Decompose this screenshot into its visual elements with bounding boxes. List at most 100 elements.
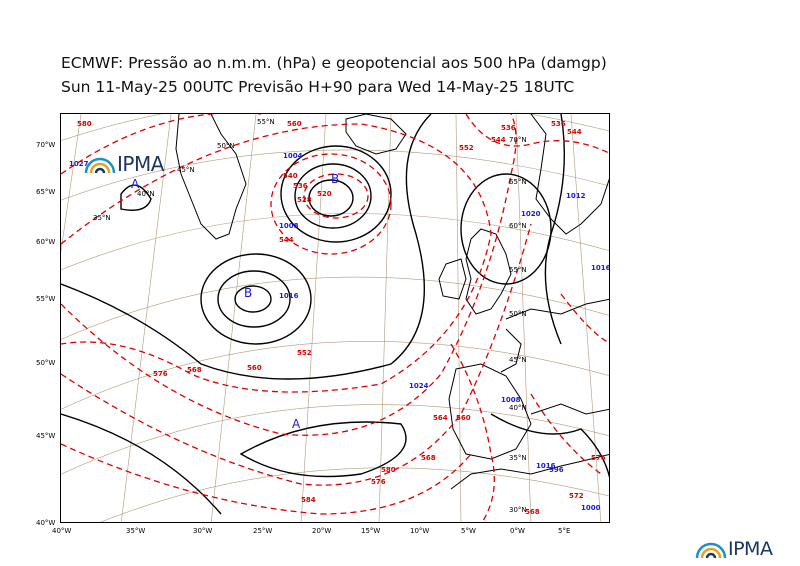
iceland-coast xyxy=(345,114,407,155)
graticule-parallel xyxy=(61,276,609,340)
graticule-meridian xyxy=(455,114,462,522)
geopotential-label: 536 xyxy=(293,182,308,190)
map-title-line-2: Sun 11-May-25 00UTC Previsão H+90 para W… xyxy=(61,78,575,96)
graticule-meridian xyxy=(570,114,602,522)
grid-label: 60°N xyxy=(509,222,527,230)
grid-label: 45°N xyxy=(509,356,527,364)
geopotential-label: 560 xyxy=(247,364,262,372)
geopotential-label: 536 xyxy=(501,124,516,132)
europe-coast xyxy=(505,298,609,320)
forecast-map xyxy=(61,114,609,522)
high-pressure-center: A xyxy=(131,177,140,191)
iberia-coast xyxy=(448,363,532,460)
ipma-logo-inset-text: IPMA xyxy=(117,152,164,176)
geopotential-contour xyxy=(61,443,472,515)
isobar-label: 996 xyxy=(549,466,564,474)
geopotential-label: 560 xyxy=(456,414,471,422)
geopotential-label: 544 xyxy=(279,236,294,244)
greenland-coast xyxy=(175,114,247,240)
graticule-parallel xyxy=(61,149,609,201)
edge-tick-label: 5°W xyxy=(461,527,476,535)
geopotential-label: 580 xyxy=(77,120,92,128)
map-panel: IPMA 55°N 50°N 45°N 40°N 35°N 70°N 65°N … xyxy=(60,113,610,523)
graticule-meridian xyxy=(120,114,172,522)
isobar-low-2 xyxy=(217,270,291,328)
coastlines xyxy=(175,114,609,490)
graticule-parallel xyxy=(61,404,609,475)
isobar-label: 1000 xyxy=(581,504,601,512)
geopotential-label: 552 xyxy=(459,144,474,152)
ipma-logo-mark xyxy=(84,157,116,174)
isobars xyxy=(61,114,609,515)
geopotential-label: 540 xyxy=(283,172,298,180)
isobar-low-2 xyxy=(200,253,312,345)
isobar-label: 1008 xyxy=(501,396,521,404)
edge-tick-label: 5°E xyxy=(558,527,571,535)
grid-label: 55°N xyxy=(257,118,275,126)
low-pressure-center: B xyxy=(331,172,340,186)
edge-tick-label: 0°W xyxy=(510,527,525,535)
isobar-line xyxy=(120,184,152,211)
geopotential-contour xyxy=(560,293,609,344)
grid-label: 65°N xyxy=(509,178,527,186)
edge-tick-label: 55°W xyxy=(36,295,56,303)
isobar-line xyxy=(490,413,609,478)
geopotential-contour xyxy=(450,343,495,522)
edge-tick-label: 35°W xyxy=(126,527,146,535)
geopotential-label: 544 xyxy=(491,136,506,144)
ipma-logo-footer: IPMA xyxy=(694,538,773,560)
graticule-meridian xyxy=(210,114,257,522)
ipma-logo-inset: IPMA xyxy=(83,152,164,176)
isobar-label: 1027 xyxy=(69,160,89,168)
geopotential-contour xyxy=(530,393,602,475)
geopotential-label: 576 xyxy=(153,370,168,378)
geopotential-label: 572 xyxy=(569,492,584,500)
isobar-label: 1004 xyxy=(283,152,303,160)
edge-tick-label: 30°W xyxy=(193,527,213,535)
grid-label: 50°N xyxy=(217,142,235,150)
france-coast xyxy=(500,328,522,373)
geopotential-label: 564 xyxy=(433,414,448,422)
graticule-meridian xyxy=(300,114,327,522)
edge-tick-label: 40°W xyxy=(52,527,72,535)
grid-label: 50°N xyxy=(509,310,527,318)
africa-coast xyxy=(450,453,609,490)
isobar-low-2 xyxy=(234,285,272,313)
isobar-high-east xyxy=(460,173,552,285)
geopotential-label: 576 xyxy=(371,478,386,486)
geopotential-contour xyxy=(61,114,261,175)
edge-tick-label: 10°W xyxy=(410,527,430,535)
ipma-logo-mark xyxy=(695,542,727,559)
geopotential-label: 536 xyxy=(551,120,566,128)
edge-tick-label: 70°W xyxy=(36,141,56,149)
edge-tick-label: 45°W xyxy=(36,432,56,440)
grid-label: 35°N xyxy=(93,214,111,222)
grid-label: 55°N xyxy=(509,266,527,274)
grid-label: 70°N xyxy=(509,136,527,144)
geopotential-label: 544 xyxy=(567,128,582,136)
edge-tick-label: 60°W xyxy=(36,238,56,246)
geopotential-contours xyxy=(61,114,609,522)
isobar-label: 1024 xyxy=(409,382,429,390)
geopotential-label: 568 xyxy=(525,508,540,516)
geopotential-label: 528 xyxy=(297,196,312,204)
isobar-line xyxy=(61,114,432,380)
low-pressure-center: B xyxy=(244,286,253,300)
isobar-label: 1008 xyxy=(279,222,299,230)
isobar-low-1 xyxy=(294,163,372,229)
grid-label: 40°N xyxy=(137,190,155,198)
graticule-meridian xyxy=(515,114,532,522)
geopotential-contour xyxy=(465,114,609,154)
geopotential-label: 576 xyxy=(591,454,606,462)
geopotential-label: 580 xyxy=(381,466,396,474)
geopotential-contour xyxy=(270,153,392,255)
edge-tick-label: 20°W xyxy=(312,527,332,535)
isobar-label: 1020 xyxy=(521,210,541,218)
graticule-parallel xyxy=(61,341,609,410)
geopotential-contour xyxy=(61,223,532,486)
british-isles-coast xyxy=(465,228,512,315)
geopotential-label: 560 xyxy=(287,120,302,128)
map-title-line-1: ECMWF: Pressão ao n.m.m. (hPa) e geopote… xyxy=(61,54,607,72)
isobar-line xyxy=(239,421,407,478)
isobar-label: 1016 xyxy=(279,292,299,300)
